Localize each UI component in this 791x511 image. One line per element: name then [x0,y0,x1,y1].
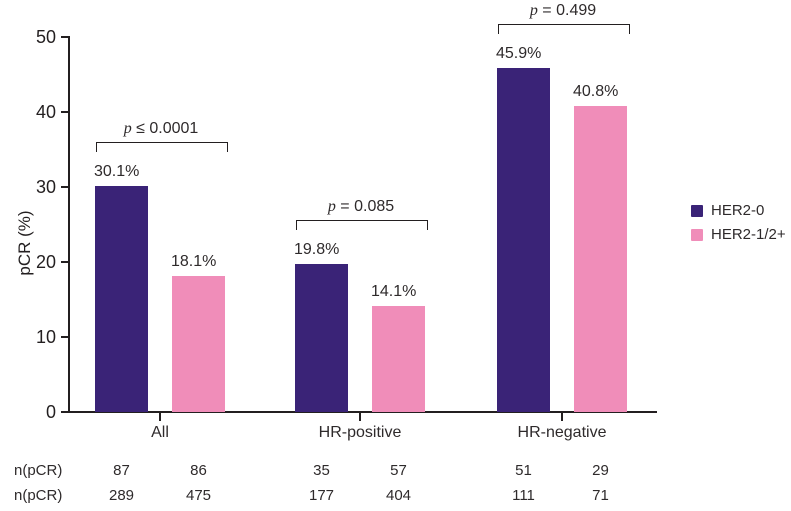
bar-her2-0 [95,186,148,412]
y-tick-label: 30 [35,177,56,197]
p-value-label: p = 0.085 [327,197,395,215]
bar-her2-1-2- [172,276,225,412]
y-tick-label: 40 [35,102,56,122]
n-row-value: 177 [308,487,335,504]
category-label: HR-positive [318,424,402,441]
y-tick-label: 10 [35,327,56,347]
n-row-label: n(pCR) [14,462,63,479]
x-tick-mark [359,413,361,421]
category-label: HR-negative [517,424,607,441]
n-row-value: 475 [185,487,212,504]
legend-swatch [691,205,703,217]
y-axis-line [68,36,70,413]
y-tick-mark [61,411,69,413]
n-row-value: 57 [390,462,407,479]
n-row-value: 404 [385,487,412,504]
p-value-label: p ≤ 0.0001 [123,120,199,138]
bar-value-label: 30.1% [94,163,140,181]
p-value-bracket [96,142,228,153]
y-tick-label: 50 [35,27,56,47]
y-tick-mark [61,261,69,263]
x-tick-mark [561,413,563,421]
n-row-value: 35 [313,462,330,479]
p-value-label: p = 0.499 [529,1,597,19]
y-tick-mark [61,186,69,188]
y-tick-mark [61,36,69,38]
bar-value-label: 45.9% [496,44,542,62]
y-tick-label: 20 [35,252,56,272]
n-row-value: 87 [113,462,130,479]
legend-swatch [691,229,703,241]
n-row-value: 29 [592,462,609,479]
legend-label: HER2-0 [711,202,765,219]
category-label: All [151,424,169,441]
legend-item: HER2-1/2+ [691,226,791,244]
bar-value-label: 14.1% [371,283,417,301]
n-row-value: 71 [592,487,609,504]
y-tick-mark [61,336,69,338]
n-row-value: 86 [190,462,207,479]
bar-her2-1-2- [574,106,627,412]
p-value-bracket [498,23,630,34]
legend-label: HER2-1/2+ [711,226,786,243]
x-axis-line [68,411,657,413]
bar-her2-0 [295,263,348,412]
bar-value-label: 19.8% [294,240,340,258]
p-value-bracket [296,219,428,230]
n-row-value: 111 [512,487,535,504]
bar-value-label: 40.8% [573,83,619,100]
bar-her2-0 [497,67,550,412]
bar-her2-1-2- [372,306,425,412]
bar-value-label: 18.1% [171,253,217,271]
n-row-value: 51 [515,462,532,479]
n-row-label: n(pCR) [14,487,63,504]
y-axis-title: pCR (%) [15,210,34,276]
x-tick-mark [159,413,161,421]
legend-item: HER2-0 [691,202,791,220]
n-row-value: 289 [108,487,135,504]
y-tick-label: 0 [45,402,56,422]
y-tick-mark [61,111,69,113]
